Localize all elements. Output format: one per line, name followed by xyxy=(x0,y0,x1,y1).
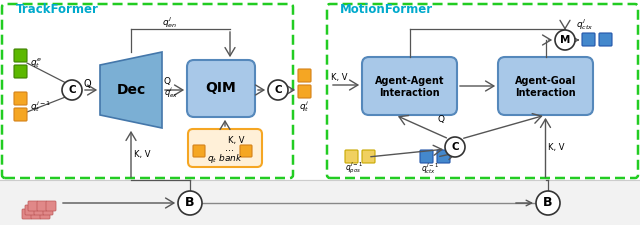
FancyBboxPatch shape xyxy=(31,209,41,219)
FancyBboxPatch shape xyxy=(43,205,53,215)
Text: $q_{ctx}^{l-1}$: $q_{ctx}^{l-1}$ xyxy=(421,161,439,176)
Text: ...: ... xyxy=(225,143,234,153)
Text: $q_{pos}^{l-1}$: $q_{pos}^{l-1}$ xyxy=(345,161,363,176)
FancyBboxPatch shape xyxy=(437,150,450,163)
Circle shape xyxy=(178,191,202,215)
Polygon shape xyxy=(100,52,162,128)
FancyBboxPatch shape xyxy=(193,145,205,157)
Text: Q: Q xyxy=(83,79,91,89)
Text: K, V: K, V xyxy=(548,143,565,152)
Text: TrackFormer: TrackFormer xyxy=(16,3,99,16)
FancyBboxPatch shape xyxy=(22,209,32,219)
Text: MotionFormer: MotionFormer xyxy=(340,3,433,16)
Text: QIM: QIM xyxy=(205,81,236,95)
FancyBboxPatch shape xyxy=(14,49,27,62)
Text: $q_t^e$: $q_t^e$ xyxy=(30,56,42,70)
FancyBboxPatch shape xyxy=(298,69,311,82)
Text: Interaction: Interaction xyxy=(515,88,576,98)
Text: $q_{ctx}^l$: $q_{ctx}^l$ xyxy=(576,17,594,32)
FancyBboxPatch shape xyxy=(46,201,56,211)
Circle shape xyxy=(445,137,465,157)
FancyBboxPatch shape xyxy=(420,150,433,163)
Text: $q_t^i$: $q_t^i$ xyxy=(299,99,309,115)
FancyBboxPatch shape xyxy=(188,129,262,167)
FancyBboxPatch shape xyxy=(599,33,612,46)
FancyBboxPatch shape xyxy=(362,150,375,163)
Text: Interaction: Interaction xyxy=(379,88,440,98)
Text: B: B xyxy=(543,196,553,209)
FancyBboxPatch shape xyxy=(345,150,358,163)
Circle shape xyxy=(62,80,82,100)
FancyBboxPatch shape xyxy=(14,65,27,78)
FancyBboxPatch shape xyxy=(14,92,27,105)
FancyBboxPatch shape xyxy=(298,85,311,98)
Text: $q_t^{i-1}$: $q_t^{i-1}$ xyxy=(30,99,51,115)
FancyBboxPatch shape xyxy=(14,108,27,121)
Circle shape xyxy=(268,80,288,100)
FancyBboxPatch shape xyxy=(40,209,50,219)
FancyBboxPatch shape xyxy=(37,201,47,211)
Circle shape xyxy=(555,30,575,50)
FancyBboxPatch shape xyxy=(187,60,255,117)
Text: C: C xyxy=(451,142,459,152)
Text: $q_{en}^l$: $q_{en}^l$ xyxy=(162,16,177,31)
Text: $q_t\ bank$: $q_t\ bank$ xyxy=(207,152,243,165)
FancyBboxPatch shape xyxy=(34,205,44,215)
Text: $q_{ex}^i$: $q_{ex}^i$ xyxy=(164,85,179,99)
Text: K, V: K, V xyxy=(228,136,244,145)
Text: Dec: Dec xyxy=(116,83,146,97)
Text: Agent-Agent: Agent-Agent xyxy=(375,76,444,86)
FancyBboxPatch shape xyxy=(25,205,35,215)
Text: Q: Q xyxy=(164,77,171,86)
Text: C: C xyxy=(274,85,282,95)
Text: M: M xyxy=(560,35,570,45)
Text: Q: Q xyxy=(437,115,444,124)
Text: K, V: K, V xyxy=(134,150,150,159)
FancyBboxPatch shape xyxy=(582,33,595,46)
Text: B: B xyxy=(185,196,195,209)
Circle shape xyxy=(536,191,560,215)
FancyBboxPatch shape xyxy=(240,145,252,157)
Text: C: C xyxy=(68,85,76,95)
FancyBboxPatch shape xyxy=(362,57,457,115)
FancyBboxPatch shape xyxy=(28,201,38,211)
Text: K, V: K, V xyxy=(331,73,348,82)
FancyBboxPatch shape xyxy=(498,57,593,115)
Text: Agent-Goal: Agent-Goal xyxy=(515,76,576,86)
